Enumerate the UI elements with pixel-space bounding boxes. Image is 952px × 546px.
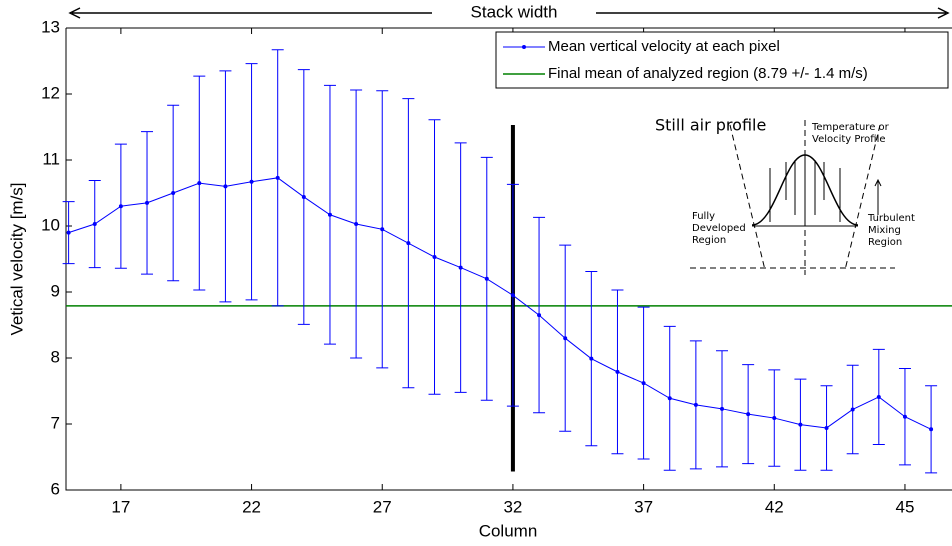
inset-label: Region — [692, 235, 726, 246]
data-point — [746, 412, 751, 417]
x-tick-label: 32 — [503, 497, 522, 516]
data-point — [824, 425, 829, 430]
y-tick-label: 7 — [51, 413, 60, 432]
data-point — [510, 293, 515, 298]
inset-diagram: Still air profile Temperature orVelocity … — [648, 108, 948, 286]
data-point — [197, 181, 202, 186]
legend-box — [495, 31, 949, 89]
inset-label: Developed — [692, 223, 746, 234]
mixing-arrow — [874, 178, 882, 215]
data-point — [380, 227, 385, 232]
data-point — [850, 407, 855, 412]
data-point — [641, 381, 646, 386]
x-axis-label: Column — [479, 521, 538, 540]
data-point — [772, 416, 777, 421]
y-tick-label: 13 — [41, 17, 60, 36]
data-point — [720, 406, 725, 411]
inset-label: Turbulent — [867, 213, 915, 224]
data-point — [301, 194, 306, 199]
legend: Mean vertical velocity at each pixel Fina… — [495, 31, 949, 89]
y-tick-label: 8 — [51, 347, 60, 366]
y-tick-label: 9 — [51, 281, 60, 300]
y-tick-label: 11 — [42, 149, 60, 168]
data-point — [458, 265, 463, 270]
data-point — [354, 222, 359, 227]
inset-frame — [648, 108, 948, 286]
data-point — [66, 230, 71, 235]
data-point — [902, 414, 907, 419]
data-point — [327, 212, 332, 217]
data-point — [563, 336, 568, 341]
annotation: Stack width — [471, 2, 558, 21]
data-point — [406, 241, 411, 246]
inset-label: Mixing — [868, 225, 901, 236]
data-point — [92, 222, 97, 227]
inset-label: Region — [868, 237, 902, 248]
y-tick-label: 10 — [41, 215, 60, 234]
x-tick-label: 22 — [242, 497, 261, 516]
annotation-arrow — [68, 7, 950, 19]
y-tick-label: 12 — [41, 83, 60, 102]
x-tick-label: 17 — [111, 497, 130, 516]
y-tick-label: 6 — [51, 479, 60, 498]
data-point — [171, 191, 176, 195]
data-point — [615, 369, 620, 374]
data-point — [876, 394, 881, 399]
data-point — [145, 200, 150, 205]
data-point — [929, 427, 934, 432]
series-line — [68, 177, 932, 430]
y-axis-label: Vetical velocity [m/s] — [7, 182, 26, 335]
x-tick-label: 27 — [373, 497, 392, 516]
data-point — [432, 255, 437, 260]
legend-marker — [522, 45, 526, 49]
x-tick-label: 45 — [895, 497, 914, 516]
data-point — [798, 422, 803, 427]
inset-label: Velocity Profile — [812, 134, 886, 145]
data-point — [589, 356, 594, 361]
legend-label: Mean vertical velocity at each pixel — [548, 38, 780, 55]
data-point — [537, 313, 542, 318]
data-point — [275, 175, 280, 180]
data-point — [693, 402, 698, 407]
data-point — [118, 204, 123, 209]
legend-label: Final mean of analyzed region (8.79 +/- … — [548, 65, 868, 82]
data-point — [223, 184, 228, 189]
dashed-guides — [690, 120, 895, 275]
x-tick-label: 37 — [634, 497, 653, 516]
inset-label: Temperature or — [811, 122, 890, 133]
inset-label: Fully — [692, 211, 715, 222]
data-point — [484, 276, 489, 281]
inset-title: Still air profile — [655, 116, 766, 135]
data-point — [249, 179, 254, 184]
data-point — [667, 396, 672, 401]
x-tick-label: 42 — [765, 497, 784, 516]
